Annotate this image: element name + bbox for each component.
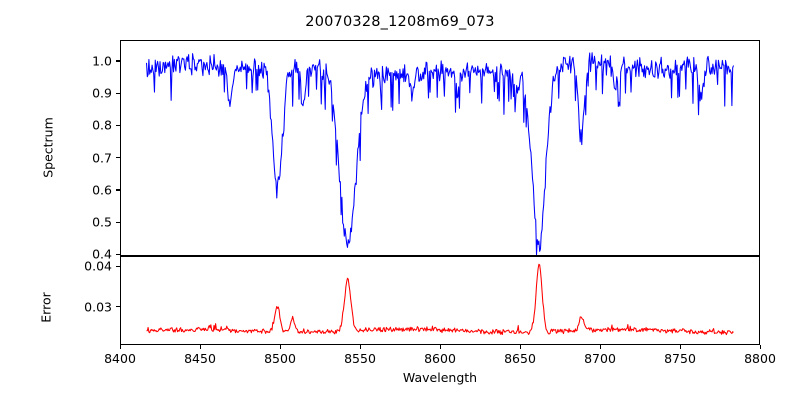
x-axis-tick (119, 345, 121, 349)
y-axis-tick (116, 60, 120, 62)
y-axis-tick (116, 253, 120, 255)
spectrum-line-series (121, 41, 759, 255)
y-axis-tick (116, 306, 120, 308)
y-axis-tick (116, 157, 120, 159)
y-axis-tick (116, 265, 120, 267)
x-axis-tick (199, 345, 201, 349)
figure-title: 20070328_1208m69_073 (305, 14, 495, 30)
y-axis-tick-label: 1.0 (92, 53, 112, 69)
y-axis-tick-label: 0.04 (84, 258, 112, 274)
spectrum-trace (147, 53, 734, 255)
x-axis-tick (759, 345, 761, 349)
x-axis-tick-label: 8450 (184, 351, 216, 366)
error-line-series (121, 257, 759, 344)
spectrum-plot-panel (120, 40, 760, 256)
x-axis-label: Wavelength (402, 370, 478, 385)
y-axis-tick-label: 0.4 (92, 246, 112, 262)
y-axis-tick (116, 221, 120, 223)
x-axis-tick (279, 345, 281, 349)
error-trace (147, 264, 734, 334)
y-axis-tick (116, 189, 120, 191)
x-axis-tick-label: 8750 (664, 351, 696, 366)
x-axis-tick (599, 345, 601, 349)
x-axis-tick-label: 8700 (584, 351, 616, 366)
spectrum-axis-label: Spectrum (40, 117, 56, 178)
y-axis-tick-label: 0.8 (92, 117, 112, 133)
x-axis-tick-label: 8600 (424, 351, 456, 366)
x-axis-tick-label: 8650 (504, 351, 536, 366)
x-axis-tick-label: 8400 (104, 351, 136, 366)
x-axis-tick (359, 345, 361, 349)
x-axis-tick (679, 345, 681, 349)
x-axis-tick-label: 8800 (744, 351, 776, 366)
y-axis-tick-label: 0.03 (84, 299, 112, 315)
x-axis-tick-label: 8500 (264, 351, 296, 366)
y-axis-tick-label: 0.7 (92, 150, 112, 166)
x-axis-tick (439, 345, 441, 349)
y-axis-tick-label: 0.9 (92, 85, 112, 101)
x-axis-tick (519, 345, 521, 349)
y-axis-tick (116, 124, 120, 127)
y-axis-tick-label: 0.6 (92, 182, 112, 198)
y-axis-tick-label: 0.5 (92, 214, 112, 230)
y-axis-tick (116, 92, 120, 94)
x-axis-tick-label: 8550 (344, 351, 376, 366)
error-axis-label: Error (38, 292, 54, 323)
error-plot-panel (120, 256, 760, 345)
